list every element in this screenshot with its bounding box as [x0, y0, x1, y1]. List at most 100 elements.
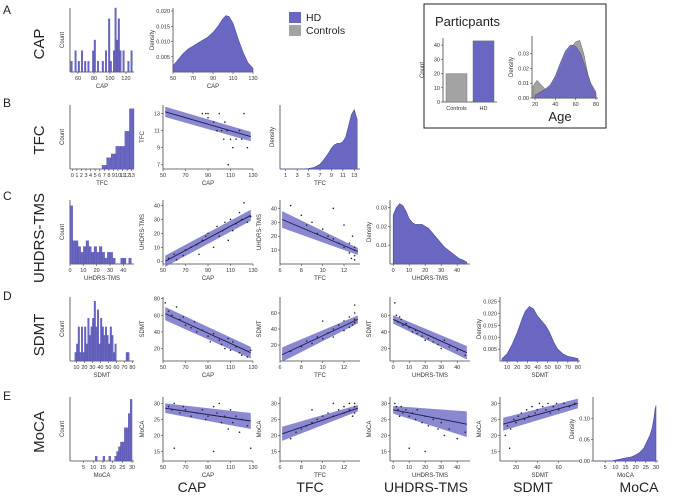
data-point — [353, 321, 356, 324]
x-axis-title: MoCA — [94, 473, 111, 479]
histogram-bar — [99, 246, 103, 265]
histogram-bar — [120, 441, 123, 462]
y-tick-label: 0.025 — [483, 300, 497, 306]
data-point — [414, 418, 417, 421]
x-tick-label: 20 — [94, 268, 100, 274]
data-point — [440, 421, 443, 424]
column-label-cap: CAP — [178, 479, 207, 495]
data-point — [421, 335, 423, 337]
x-tick-label: 40 — [454, 268, 460, 274]
x-tick-label: 80 — [129, 365, 135, 371]
x-axis-title: CAP — [207, 84, 219, 90]
histogram-bar — [97, 61, 99, 73]
column-label-moca: MoCA — [620, 479, 660, 495]
data-point — [220, 129, 223, 132]
histogram-bar — [105, 50, 107, 73]
y-tick-label: 30 — [271, 220, 277, 226]
histogram-bar — [114, 7, 117, 73]
x-tick-label: 30 — [129, 465, 135, 471]
data-point — [343, 412, 345, 414]
data-point — [353, 304, 356, 306]
y-axis-title: Density — [509, 57, 515, 77]
data-point — [249, 349, 252, 351]
y-tick-label: 11 — [154, 129, 160, 135]
y-tick-label: 0.05 — [579, 438, 590, 444]
data-point — [405, 409, 407, 411]
data-point — [305, 425, 308, 427]
y-axis-title: TFC — [140, 131, 146, 143]
histogram-bar — [110, 153, 116, 170]
histogram-bar — [75, 240, 79, 265]
data-point — [220, 343, 223, 346]
y-tick-label: 0 — [157, 259, 160, 265]
y-tick-label: 25 — [154, 417, 160, 423]
data-point — [173, 402, 176, 405]
row-label-tfc: TFC — [31, 125, 48, 154]
x-tick-label: 30 — [653, 465, 659, 471]
x-tick-label: 15 — [100, 465, 106, 471]
histogram-bar — [125, 352, 128, 362]
x-tick-label: 5 — [307, 173, 310, 179]
data-point — [204, 112, 207, 115]
data-point — [246, 221, 249, 224]
x-tick-label: 70 — [565, 365, 571, 371]
data-point — [504, 434, 507, 437]
histogram-bar — [113, 50, 115, 73]
x-tick-label: 100 — [105, 76, 114, 82]
data-point — [321, 415, 324, 418]
histogram-bar — [88, 246, 92, 265]
data-point — [348, 402, 351, 405]
data-point — [231, 421, 234, 424]
x-tick-label: 10 — [115, 173, 121, 179]
y-axis-title: MoCA — [367, 421, 373, 438]
category-label: HD — [480, 106, 488, 112]
data-point — [398, 316, 401, 318]
row-label-uhdrs-tms: UHDRS-TMS — [31, 193, 48, 283]
data-point — [541, 405, 544, 408]
x-tick-label: 12 — [341, 465, 347, 471]
data-point — [547, 402, 549, 405]
x-tick-label: 90 — [205, 465, 211, 471]
x-tick-label: 0 — [392, 268, 395, 274]
x-tick-label: 0 — [392, 365, 395, 371]
regression-line — [165, 111, 251, 138]
histogram-bar — [124, 131, 130, 170]
data-point — [201, 239, 204, 242]
y-tick-label: 0.02 — [376, 224, 387, 230]
data-point — [411, 412, 414, 414]
x-tick-label: 70 — [182, 465, 188, 471]
data-point — [182, 405, 185, 408]
data-point — [350, 257, 353, 260]
y-tick-label: 60 — [154, 313, 160, 319]
y-axis-title: MoCA — [257, 421, 263, 438]
y-tick-label: 0.10 — [579, 416, 590, 422]
y-axis-title: Count — [60, 129, 66, 145]
data-point — [353, 254, 356, 257]
data-point — [207, 415, 209, 418]
data-point — [414, 329, 417, 332]
x-tick-label: 1 — [284, 173, 287, 179]
data-point — [321, 228, 324, 231]
histogram-bar — [97, 309, 99, 362]
data-point — [552, 405, 555, 408]
data-point — [182, 254, 185, 257]
x-tick-label: 40 — [454, 365, 460, 371]
panel-letter-c: C — [3, 189, 12, 203]
x-axis-title: MoCA — [617, 473, 634, 479]
x-tick-label: 12 — [341, 268, 347, 274]
data-point — [549, 412, 551, 414]
data-point — [216, 225, 218, 228]
density-area — [172, 15, 254, 73]
bar-hd — [472, 40, 495, 103]
x-tick-label: 12 — [341, 365, 347, 371]
y-tick-label: 0.020 — [483, 312, 497, 318]
data-point — [300, 214, 303, 217]
y-axis-title: Count — [60, 421, 66, 437]
chart-tfc-tms: TFC UHDRS-TMS 6 8 10 12 10 20 30 40 — [257, 200, 360, 282]
x-tick-label: 30 — [438, 268, 444, 274]
data-point — [243, 201, 245, 204]
x-axis-title: TFC — [314, 473, 326, 479]
data-point — [175, 259, 178, 261]
data-point — [513, 418, 515, 421]
data-point — [448, 428, 451, 430]
